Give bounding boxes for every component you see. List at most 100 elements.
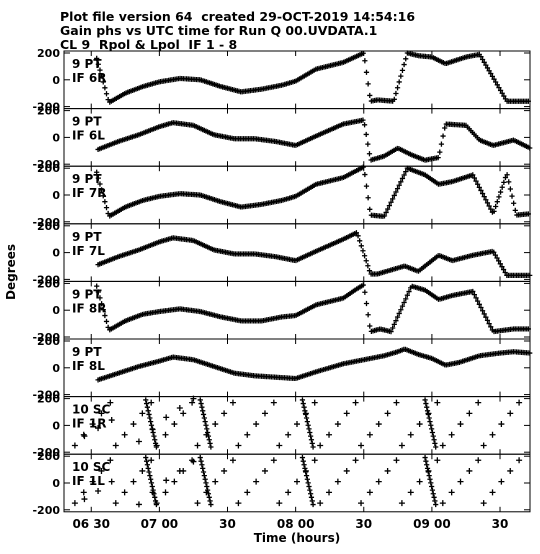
phase-point bbox=[99, 73, 105, 79]
phase-point bbox=[457, 421, 464, 428]
phase-point bbox=[206, 494, 212, 500]
phase-point bbox=[307, 429, 313, 436]
phase-point bbox=[99, 301, 105, 307]
phase-point bbox=[398, 500, 405, 507]
phase-point bbox=[102, 85, 108, 91]
phase-point bbox=[152, 440, 159, 446]
phase-point bbox=[481, 311, 487, 317]
phase-point bbox=[98, 410, 105, 417]
phase-point bbox=[491, 76, 497, 82]
phase-point bbox=[475, 399, 482, 406]
phase-point bbox=[162, 431, 169, 438]
phase-point bbox=[489, 73, 495, 79]
phase-point bbox=[439, 442, 446, 449]
y-tick-label: 200 bbox=[37, 162, 60, 175]
phase-point bbox=[207, 498, 213, 504]
phase-point bbox=[299, 397, 306, 403]
phase-point bbox=[466, 410, 473, 417]
phase-point bbox=[488, 324, 494, 330]
phase-point bbox=[139, 410, 146, 417]
phase-point bbox=[97, 295, 103, 301]
panel-station-label: 9 PT bbox=[72, 345, 102, 359]
phase-point bbox=[480, 442, 487, 449]
phase-point bbox=[189, 457, 196, 464]
phase-point bbox=[470, 172, 476, 178]
phase-point bbox=[285, 489, 292, 496]
phase-point bbox=[205, 487, 211, 493]
phase-point bbox=[393, 318, 399, 324]
phase-point bbox=[384, 467, 391, 474]
y-tick-label: 200 bbox=[37, 220, 60, 233]
phase-point bbox=[388, 199, 394, 205]
phase-point bbox=[440, 133, 446, 139]
phase-point bbox=[478, 304, 484, 311]
phase-point bbox=[497, 261, 503, 267]
phase-point bbox=[393, 189, 399, 195]
phase-point bbox=[221, 410, 228, 417]
phase-point bbox=[100, 79, 106, 85]
phase-point bbox=[422, 454, 428, 461]
phase-point bbox=[401, 299, 407, 306]
phase-point bbox=[360, 50, 366, 56]
phase-point bbox=[334, 421, 341, 428]
x-tick-label: 30 bbox=[219, 517, 236, 531]
panel-station-label: 9 PT bbox=[72, 287, 102, 301]
phase-point bbox=[149, 489, 156, 496]
phase-point bbox=[423, 400, 429, 407]
phase-point bbox=[276, 500, 283, 507]
phase-point bbox=[509, 193, 515, 199]
panel-station-label: 9 PT bbox=[72, 230, 102, 244]
phase-point bbox=[362, 289, 368, 295]
phase-point bbox=[189, 399, 196, 406]
phase-point bbox=[431, 494, 437, 500]
phase-point bbox=[299, 454, 306, 461]
y-tick-label: 200 bbox=[37, 47, 60, 60]
phase-point bbox=[494, 199, 500, 205]
phase-point bbox=[483, 62, 489, 68]
phase-point bbox=[365, 312, 371, 318]
phase-point bbox=[480, 500, 487, 507]
panel-if-label: IF 6L bbox=[72, 129, 105, 143]
phase-point bbox=[360, 164, 366, 170]
phase-point bbox=[200, 469, 207, 475]
phase-point bbox=[394, 186, 401, 192]
phase-point bbox=[401, 172, 407, 178]
phase-point bbox=[200, 411, 207, 418]
phase-point bbox=[493, 203, 499, 210]
phase-point bbox=[102, 312, 108, 319]
phase-point bbox=[512, 207, 518, 213]
phase-point bbox=[386, 203, 392, 209]
x-tick-label: 06 30 bbox=[72, 517, 110, 531]
phase-point bbox=[206, 437, 212, 443]
phase-point bbox=[121, 431, 128, 438]
phase-point bbox=[489, 431, 496, 438]
phase-point bbox=[424, 465, 431, 471]
phase-point bbox=[355, 233, 361, 239]
y-tick-label: 200 bbox=[37, 105, 60, 118]
phase-point bbox=[475, 457, 482, 464]
phase-point bbox=[494, 255, 500, 261]
phase-point bbox=[107, 457, 114, 464]
phase-point bbox=[95, 61, 101, 67]
phase-point bbox=[527, 350, 533, 356]
phase-point bbox=[71, 500, 78, 507]
phase-point bbox=[147, 473, 153, 479]
phase-point bbox=[491, 249, 497, 255]
phase-point bbox=[507, 410, 514, 417]
phase-point bbox=[398, 179, 404, 185]
phase-point bbox=[194, 500, 201, 507]
y-tick-label: 200 bbox=[37, 450, 60, 463]
phase-point bbox=[471, 175, 478, 181]
phase-point bbox=[152, 498, 159, 504]
phase-point bbox=[112, 500, 119, 507]
phase-point bbox=[81, 433, 88, 440]
phase-point bbox=[208, 501, 214, 508]
phase-point bbox=[135, 438, 142, 445]
phase-point bbox=[203, 480, 209, 486]
y-tick-label: -200 bbox=[32, 216, 60, 229]
phase-point bbox=[148, 457, 155, 464]
phase-point bbox=[135, 501, 142, 508]
phase-point bbox=[358, 243, 364, 249]
phase-point bbox=[365, 195, 371, 201]
phase-point bbox=[425, 411, 431, 418]
